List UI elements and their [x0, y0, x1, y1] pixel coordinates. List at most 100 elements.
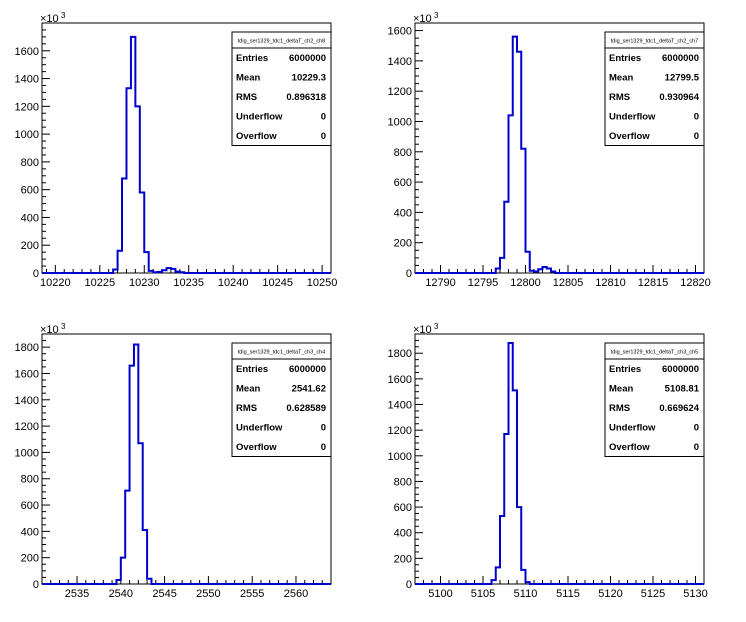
x-tick-label: 5115: [556, 588, 580, 600]
x-tick-label: 5110: [514, 588, 538, 600]
x-tick-label: 10220: [40, 277, 71, 289]
histogram-panel-1: 10220 10225 10230 10235 10240 10245 10250 0 200 4…: [15, 11, 338, 289]
y-tick-label: 1400: [15, 74, 39, 86]
stats-row-value: 0.930964: [659, 92, 699, 103]
y-multiplier-exponent: 3: [61, 322, 66, 331]
x-tick-label: 2535: [65, 588, 89, 600]
x-tick-label: 5100: [428, 588, 452, 600]
y-tick-label: 1400: [388, 400, 412, 412]
x-tick-label: 5120: [598, 588, 622, 600]
x-tick-label: 2560: [284, 588, 308, 600]
stats-row-label: Underflow: [236, 423, 283, 434]
y-tick-label: 400: [394, 207, 412, 219]
y-tick-label: 200: [394, 553, 412, 565]
stats-box-title: tdig_ser1329_tdc1_deltaT_ch2_ch8: [238, 39, 325, 45]
stats-row-value: 0.628589: [286, 403, 326, 414]
stats-box-title: tdig_ser1329_tdc1_deltaT_ch2_ch7: [611, 39, 698, 45]
y-tick-label: 1800: [388, 348, 412, 360]
histogram-series-line: [42, 35, 331, 274]
y-tick-label: 1400: [388, 56, 412, 68]
y-multiplier-exponent: 3: [434, 322, 439, 331]
stats-row-value: 6000000: [289, 53, 326, 64]
stats-row-value: 0: [694, 112, 699, 123]
stats-row-value: 2541.62: [292, 384, 326, 395]
histogram-series-line: [415, 341, 704, 585]
stats-box-title: tdig_ser1329_tdc1_deltaT_ch3_ch4: [238, 350, 325, 356]
stats-row-value: 10229.3: [292, 73, 326, 84]
y-tick-label: 1600: [388, 374, 412, 386]
stats-row-label: Entries: [236, 364, 268, 375]
stats-row-label: Entries: [236, 53, 268, 64]
stats-row-value: 6000000: [662, 364, 699, 375]
stats-row-value: 0.669624: [659, 403, 699, 414]
stats-row-label: Underflow: [609, 423, 656, 434]
x-tick-label: 10230: [129, 277, 160, 289]
x-tick-label: 12795: [468, 277, 499, 289]
stats-row-label: RMS: [609, 403, 630, 414]
stats-row-label: RMS: [236, 92, 257, 103]
y-tick-label: 600: [394, 502, 412, 514]
stats-box-frame: [231, 342, 332, 457]
stats-row-label: Overflow: [609, 442, 650, 453]
y-tick-label: 600: [21, 500, 39, 512]
x-tick-label: 5105: [471, 588, 495, 600]
y-multiplier-label: ×10: [40, 13, 59, 25]
x-tick-label: 12800: [510, 277, 541, 289]
stats-row-value: 0: [694, 131, 699, 142]
stats-row-value: 0: [321, 423, 326, 434]
y-multiplier-label: ×10: [40, 324, 59, 336]
y-tick-label: 1800: [15, 342, 39, 354]
x-tick-label: 2545: [152, 588, 176, 600]
y-tick-label: 1200: [388, 86, 412, 98]
stats-box-frame: [604, 342, 705, 457]
stats-row-label: Mean: [236, 384, 260, 395]
stats-row-value: 0: [321, 442, 326, 453]
x-tick-label: 12790: [425, 277, 456, 289]
stats-row-label: RMS: [609, 92, 630, 103]
stats-row-label: Underflow: [609, 112, 656, 123]
stats-row-label: Overflow: [236, 442, 277, 453]
y-tick-label: 1000: [15, 447, 39, 459]
y-tick-label: 400: [21, 212, 39, 224]
y-tick-label: 800: [21, 157, 39, 169]
stats-row-label: Underflow: [236, 112, 283, 123]
y-tick-label: 1200: [15, 101, 39, 113]
x-tick-label: 10240: [218, 277, 249, 289]
stats-box: tdig_ser1329_tdc1_deltaT_ch3_ch4 Entries 6…: [231, 342, 332, 457]
stats-box: tdig_ser1329_tdc1_deltaT_ch2_ch7 Entries 6…: [604, 31, 705, 146]
x-tick-label: 5125: [641, 588, 665, 600]
stats-row-value: 0: [321, 131, 326, 142]
y-tick-label: 200: [394, 238, 412, 250]
stats-row-value: 6000000: [289, 364, 326, 375]
y-multiplier-exponent: 3: [61, 11, 66, 20]
stats-row-value: 12799.5: [665, 73, 700, 84]
stats-box: tdig_ser1329_tdc1_deltaT_ch3_ch5 Entries 6…: [604, 342, 705, 457]
stats-row-value: 0.896318: [286, 92, 326, 103]
y-tick-label: 1200: [15, 421, 39, 433]
x-tick-label: 10225: [85, 277, 116, 289]
stats-row-label: Mean: [609, 73, 633, 84]
y-tick-label: 1000: [388, 451, 412, 463]
y-tick-label: 1000: [15, 129, 39, 141]
stats-row-label: Overflow: [609, 131, 650, 142]
y-tick-label: 1600: [15, 46, 39, 58]
stats-row-label: RMS: [236, 403, 257, 414]
stats-row-label: Entries: [609, 53, 641, 64]
y-multiplier-exponent: 3: [434, 11, 439, 20]
stats-box-title: tdig_ser1329_tdc1_deltaT_ch3_ch5: [611, 350, 698, 356]
stats-box-frame: [231, 31, 332, 146]
x-tick-label: 12810: [595, 277, 626, 289]
y-multiplier-label: ×10: [413, 324, 432, 336]
y-tick-label: 1000: [388, 116, 412, 128]
y-tick-label: 800: [394, 147, 412, 159]
stats-box-frame: [604, 31, 705, 146]
x-tick-label: 12815: [638, 277, 669, 289]
y-tick-label: 400: [21, 526, 39, 538]
stats-row-label: Entries: [609, 364, 641, 375]
y-tick-label: 200: [21, 553, 39, 565]
histogram-series-line: [42, 343, 331, 585]
y-tick-label: 0: [406, 268, 412, 280]
y-tick-label: 1400: [15, 395, 39, 407]
stats-row-value: 6000000: [662, 53, 699, 64]
